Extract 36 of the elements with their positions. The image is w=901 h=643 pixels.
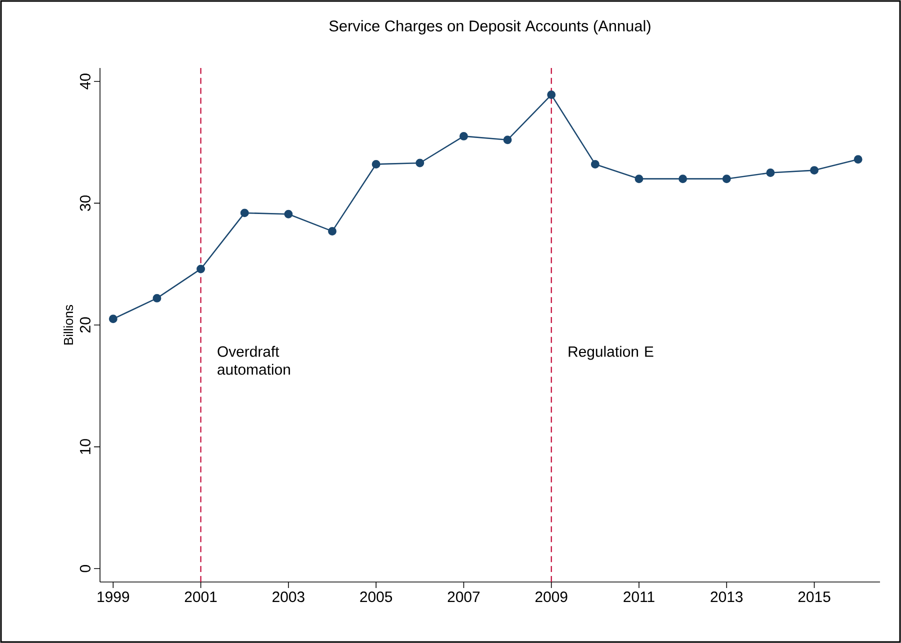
- ref-line-label: Overdraft automation: [218, 346, 290, 375]
- point: [108, 314, 118, 324]
- ref-line-label: Regulation E: [568, 346, 654, 360]
- y-tick-label: 40: [80, 74, 90, 90]
- point: [634, 174, 644, 184]
- x-tick-label: 1999: [98, 592, 130, 602]
- x-tick-label: 2015: [798, 592, 830, 602]
- point: [722, 174, 731, 184]
- point: [416, 158, 424, 168]
- y-tick-label: 20: [80, 317, 90, 333]
- x-tick-label: 2013: [710, 592, 743, 602]
- chart-title: Service Charges on Deposit Accounts (Annual): [329, 20, 650, 34]
- y-tick-label: 0: [80, 565, 90, 572]
- x-tick-label: 2007: [448, 592, 480, 602]
- point: [240, 208, 249, 218]
- x-tick-label: 2005: [360, 592, 392, 602]
- x-tick-label: 2009: [535, 592, 568, 602]
- point: [590, 160, 600, 168]
- point: [503, 136, 512, 144]
- point: [328, 226, 336, 236]
- point: [372, 160, 380, 168]
- x-tick-label: 2003: [272, 592, 304, 602]
- point: [547, 90, 556, 100]
- point: [766, 168, 775, 177]
- point: [196, 264, 206, 274]
- y-axis-title: Billions: [64, 304, 74, 344]
- y-tick-label: 30: [80, 195, 90, 211]
- y-tick-label: 10: [80, 439, 90, 454]
- point: [284, 210, 293, 218]
- point: [854, 155, 862, 164]
- point: [810, 166, 819, 175]
- point: [459, 132, 468, 140]
- point: [678, 174, 688, 184]
- x-tick-label: 2011: [624, 592, 654, 602]
- point: [152, 294, 162, 302]
- x-tick-label: 2001: [184, 592, 217, 602]
